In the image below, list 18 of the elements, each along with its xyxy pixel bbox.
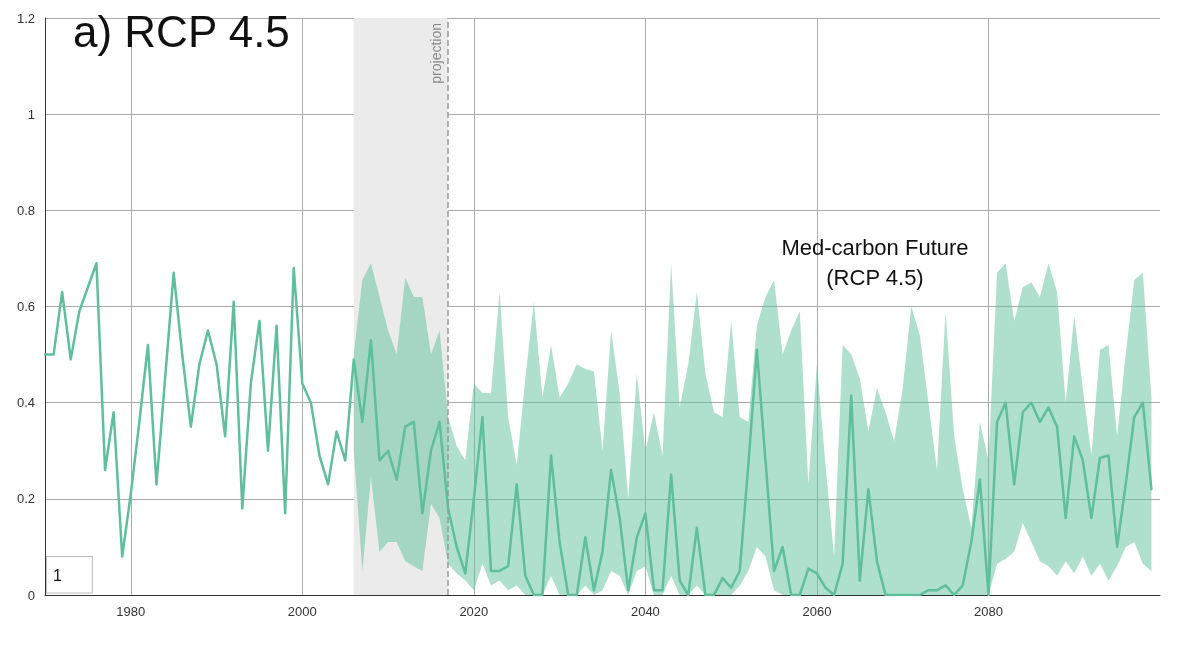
annotation: Med-carbon Future (RCP 4.5): [781, 235, 969, 291]
y-tick-label: 1: [27, 106, 35, 122]
x-tick-label: 2060: [802, 604, 832, 619]
annotation: 1: [53, 567, 62, 585]
x-tick-label: 2020: [459, 604, 489, 619]
y-tick-label: 0.2: [16, 491, 35, 507]
ref-line-label: projection: [428, 23, 445, 84]
x-tick-label: 2080: [974, 604, 1003, 619]
chart-title: a) RCP 4.5: [73, 6, 290, 56]
x-tick-label: 2040: [630, 604, 660, 619]
line-series: [43, 261, 1153, 597]
y-tick-label: 0.4: [16, 395, 35, 411]
x-tick-label: 2000: [287, 604, 317, 619]
x-tick-label: 1980: [116, 604, 146, 619]
y-tick-label: 1.2: [16, 10, 35, 26]
y-tick-label: 0.6: [16, 299, 35, 314]
y-tick-label: 0: [27, 587, 35, 603]
y-tick-label: 0.8: [16, 202, 35, 218]
